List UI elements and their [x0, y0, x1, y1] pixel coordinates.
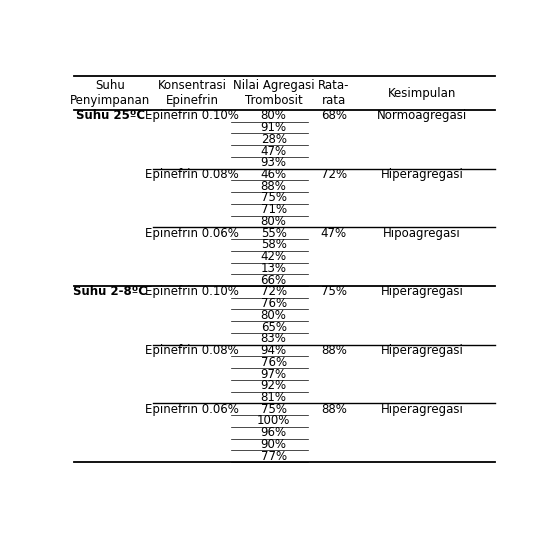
Text: 76%: 76%: [261, 356, 287, 369]
Text: 72%: 72%: [261, 285, 287, 298]
Text: 88%: 88%: [321, 344, 347, 357]
Text: 72%: 72%: [321, 168, 347, 181]
Text: 75%: 75%: [261, 191, 287, 205]
Text: 47%: 47%: [261, 144, 287, 158]
Text: Suhu 25ºC: Suhu 25ºC: [75, 109, 145, 122]
Text: 83%: 83%: [261, 332, 286, 345]
Text: 47%: 47%: [321, 227, 347, 240]
Text: Epinefrin 0.06%: Epinefrin 0.06%: [145, 227, 239, 240]
Text: 71%: 71%: [261, 203, 287, 216]
Text: 92%: 92%: [261, 379, 287, 392]
Text: 80%: 80%: [261, 309, 286, 322]
Text: 13%: 13%: [261, 262, 287, 275]
Text: 81%: 81%: [261, 391, 287, 404]
Text: 97%: 97%: [261, 368, 287, 381]
Text: 55%: 55%: [261, 227, 286, 240]
Text: 80%: 80%: [261, 215, 286, 228]
Text: 68%: 68%: [321, 109, 347, 122]
Text: Epinefrin 0.08%: Epinefrin 0.08%: [145, 168, 239, 181]
Text: 90%: 90%: [261, 438, 287, 451]
Text: Epinefrin 0.10%: Epinefrin 0.10%: [145, 109, 239, 122]
Text: 75%: 75%: [321, 285, 347, 298]
Text: Suhu 2-8ºC: Suhu 2-8ºC: [73, 285, 147, 298]
Text: 65%: 65%: [261, 320, 287, 334]
Text: 75%: 75%: [261, 403, 287, 416]
Text: 93%: 93%: [261, 156, 287, 169]
Text: Rata-
rata: Rata- rata: [318, 79, 350, 107]
Text: 42%: 42%: [261, 250, 287, 263]
Text: Hipoagregasi: Hipoagregasi: [383, 227, 461, 240]
Text: 88%: 88%: [321, 403, 347, 416]
Text: 88%: 88%: [261, 180, 286, 193]
Text: Hiperagregasi: Hiperagregasi: [381, 344, 463, 357]
Text: Epinefrin 0.10%: Epinefrin 0.10%: [145, 285, 239, 298]
Text: Nilai Agregasi
Trombosit: Nilai Agregasi Trombosit: [233, 79, 315, 107]
Text: 80%: 80%: [261, 109, 286, 122]
Text: Epinefrin 0.08%: Epinefrin 0.08%: [145, 344, 239, 357]
Text: 96%: 96%: [261, 426, 287, 439]
Text: 91%: 91%: [261, 121, 287, 134]
Text: 58%: 58%: [261, 238, 286, 252]
Text: 28%: 28%: [261, 133, 287, 146]
Text: 76%: 76%: [261, 297, 287, 310]
Text: 100%: 100%: [257, 415, 290, 427]
Text: 94%: 94%: [261, 344, 287, 357]
Text: Suhu
Penyimpanan: Suhu Penyimpanan: [70, 79, 150, 107]
Text: Hiperagregasi: Hiperagregasi: [381, 403, 463, 416]
Text: Epinefrin 0.06%: Epinefrin 0.06%: [145, 403, 239, 416]
Text: Konsentrasi
Epinefrin: Konsentrasi Epinefrin: [158, 79, 226, 107]
Text: 66%: 66%: [261, 273, 287, 287]
Text: 77%: 77%: [261, 450, 287, 463]
Text: Hiperagregasi: Hiperagregasi: [381, 168, 463, 181]
Text: Normoagregasi: Normoagregasi: [377, 109, 467, 122]
Text: Kesimpulan: Kesimpulan: [388, 86, 456, 100]
Text: 46%: 46%: [261, 168, 287, 181]
Text: Hiperagregasi: Hiperagregasi: [381, 285, 463, 298]
